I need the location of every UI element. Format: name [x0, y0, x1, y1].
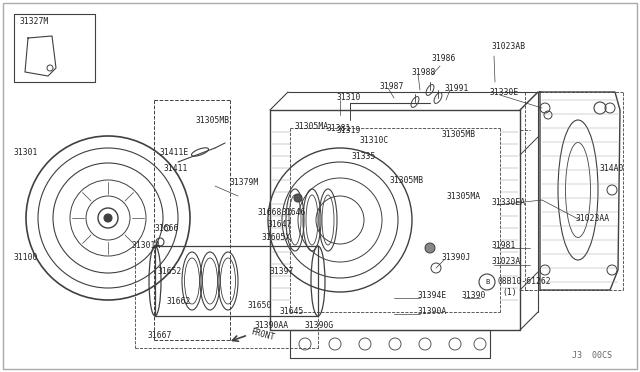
Text: 31310C: 31310C — [360, 135, 389, 144]
Circle shape — [294, 194, 302, 202]
Text: 31305MA: 31305MA — [447, 192, 481, 201]
Text: 31411E: 31411E — [160, 148, 189, 157]
Text: 31310: 31310 — [337, 93, 362, 102]
Text: 31991: 31991 — [445, 83, 469, 93]
Text: 31652: 31652 — [158, 267, 182, 276]
Circle shape — [425, 243, 435, 253]
Text: 31668: 31668 — [258, 208, 282, 217]
Text: 31023AB: 31023AB — [492, 42, 526, 51]
Text: 31335: 31335 — [352, 151, 376, 160]
Text: 31646: 31646 — [282, 208, 307, 217]
Text: 31647: 31647 — [268, 219, 292, 228]
Text: 31988: 31988 — [412, 67, 436, 77]
Text: 31305MB: 31305MB — [442, 129, 476, 138]
Text: 31301: 31301 — [14, 148, 38, 157]
Text: 31650: 31650 — [248, 301, 273, 310]
Text: 31390A: 31390A — [418, 308, 447, 317]
Text: 31397: 31397 — [270, 267, 294, 276]
Text: 31390G: 31390G — [305, 321, 334, 330]
Text: 31305MA: 31305MA — [295, 122, 329, 131]
Text: 31987: 31987 — [380, 81, 404, 90]
Text: 31605X: 31605X — [262, 232, 291, 241]
Text: B: B — [485, 279, 489, 285]
Text: 314A0: 314A0 — [600, 164, 625, 173]
Text: (1): (1) — [502, 289, 516, 298]
Text: 31305MB: 31305MB — [390, 176, 424, 185]
Text: 31667: 31667 — [148, 331, 172, 340]
Text: 31645: 31645 — [280, 308, 305, 317]
Text: 31100: 31100 — [14, 253, 38, 263]
FancyBboxPatch shape — [3, 3, 637, 369]
Text: 31411: 31411 — [164, 164, 188, 173]
Text: 31390: 31390 — [462, 292, 486, 301]
Text: 08B10-61262: 08B10-61262 — [498, 278, 552, 286]
Text: 31394E: 31394E — [418, 292, 447, 301]
Text: 31662: 31662 — [167, 298, 191, 307]
Text: 31327M: 31327M — [20, 16, 49, 26]
Text: 31666: 31666 — [155, 224, 179, 232]
Text: 31301A: 31301A — [132, 241, 161, 250]
Text: J3  00CS: J3 00CS — [572, 350, 612, 359]
Text: 31330EA: 31330EA — [492, 198, 526, 206]
Text: 31305MB: 31305MB — [196, 115, 230, 125]
Text: 31319: 31319 — [337, 125, 362, 135]
Text: 31381: 31381 — [327, 124, 351, 132]
Circle shape — [104, 214, 112, 222]
Text: 31390AA: 31390AA — [255, 321, 289, 330]
Text: 31981: 31981 — [492, 241, 516, 250]
Text: FRONT: FRONT — [250, 327, 276, 343]
Text: 31023A: 31023A — [492, 257, 521, 266]
Text: 31023AA: 31023AA — [576, 214, 610, 222]
Text: 31330E: 31330E — [490, 87, 519, 96]
Text: 31379M: 31379M — [230, 177, 259, 186]
Text: 31986: 31986 — [432, 54, 456, 62]
Text: 31390J: 31390J — [442, 253, 471, 263]
